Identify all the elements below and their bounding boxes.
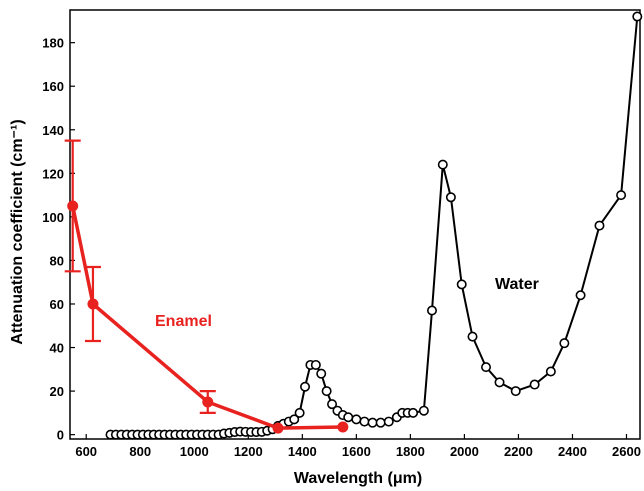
water-point [375, 417, 386, 428]
water-point [437, 159, 448, 170]
water-point [359, 416, 370, 427]
y-tick-label: 60 [50, 297, 64, 312]
water-point [367, 417, 378, 428]
water-point [510, 386, 521, 397]
enamel-point [202, 396, 214, 408]
water-point [321, 386, 332, 397]
water-point [529, 379, 540, 390]
x-tick-label: 600 [75, 444, 97, 459]
water-point [289, 414, 300, 425]
water-point [559, 338, 570, 349]
x-tick-label: 2400 [558, 444, 587, 459]
x-tick-label: 1000 [180, 444, 209, 459]
x-tick-label: 1400 [288, 444, 317, 459]
x-axis-title-text: Wavelength (μm) [294, 470, 422, 487]
water-point [632, 11, 643, 22]
x-axis: 600 800 1000 1200 1400 1600 1800 2000 2200 2400 26… [75, 434, 641, 459]
enamel-point [337, 421, 349, 433]
x-tick-label: 800 [129, 444, 151, 459]
x-tick-label: 2000 [450, 444, 479, 459]
axes-frame [69, 9, 641, 440]
water-point [383, 416, 394, 427]
y-tick-label: 40 [50, 341, 64, 356]
enamel-point [87, 298, 99, 310]
water-point [481, 362, 492, 373]
y-axis: 0 20 40 60 80 100 120 140 160 180 [42, 36, 75, 443]
water-point [327, 399, 338, 410]
x-tick-label: 2200 [504, 444, 533, 459]
water-point [456, 279, 467, 290]
y-axis-title: Attenuation coefficient (cm⁻¹) [9, 119, 26, 344]
water-point [545, 366, 556, 377]
enamel-point [67, 200, 79, 212]
water-point [418, 405, 429, 416]
y-tick-label: 100 [42, 210, 64, 225]
water-point [310, 359, 321, 370]
water-point [594, 220, 605, 231]
enamel-point [272, 422, 284, 434]
y-tick-label: 80 [50, 253, 64, 268]
water-point [343, 412, 354, 423]
water-point [467, 331, 478, 342]
series-layer [64, 11, 643, 440]
y-tick-label: 20 [50, 384, 64, 399]
water-point [494, 377, 505, 388]
water-point [294, 407, 305, 418]
y-tick-label: 180 [42, 36, 64, 51]
water-point [351, 414, 362, 425]
water-point [316, 368, 327, 379]
series-label-water: Water [495, 276, 539, 293]
y-tick-label: 140 [42, 123, 64, 138]
series-label-enamel: Enamel [155, 313, 212, 330]
water-point [616, 190, 627, 201]
x-tick-label: 1600 [342, 444, 371, 459]
series-enamel [64, 139, 349, 434]
x-tick-label: 1200 [234, 444, 263, 459]
y-tick-label: 0 [57, 428, 64, 443]
y-tick-label: 160 [42, 79, 64, 94]
water-point [408, 407, 419, 418]
water-point [575, 290, 586, 301]
water-line [110, 16, 639, 436]
y-tick-label: 120 [42, 166, 64, 181]
water-point [445, 192, 456, 203]
x-tick-label: 1800 [396, 444, 425, 459]
x-tick-label: 2600 [612, 444, 641, 459]
plot-border [69, 9, 641, 440]
water-point [300, 381, 311, 392]
y-axis-title-text: Attenuation coefficient (cm⁻¹) [9, 119, 26, 344]
water-point [426, 305, 437, 316]
x-axis-title: Wavelength (μm) [294, 470, 422, 487]
series-water [105, 11, 643, 440]
